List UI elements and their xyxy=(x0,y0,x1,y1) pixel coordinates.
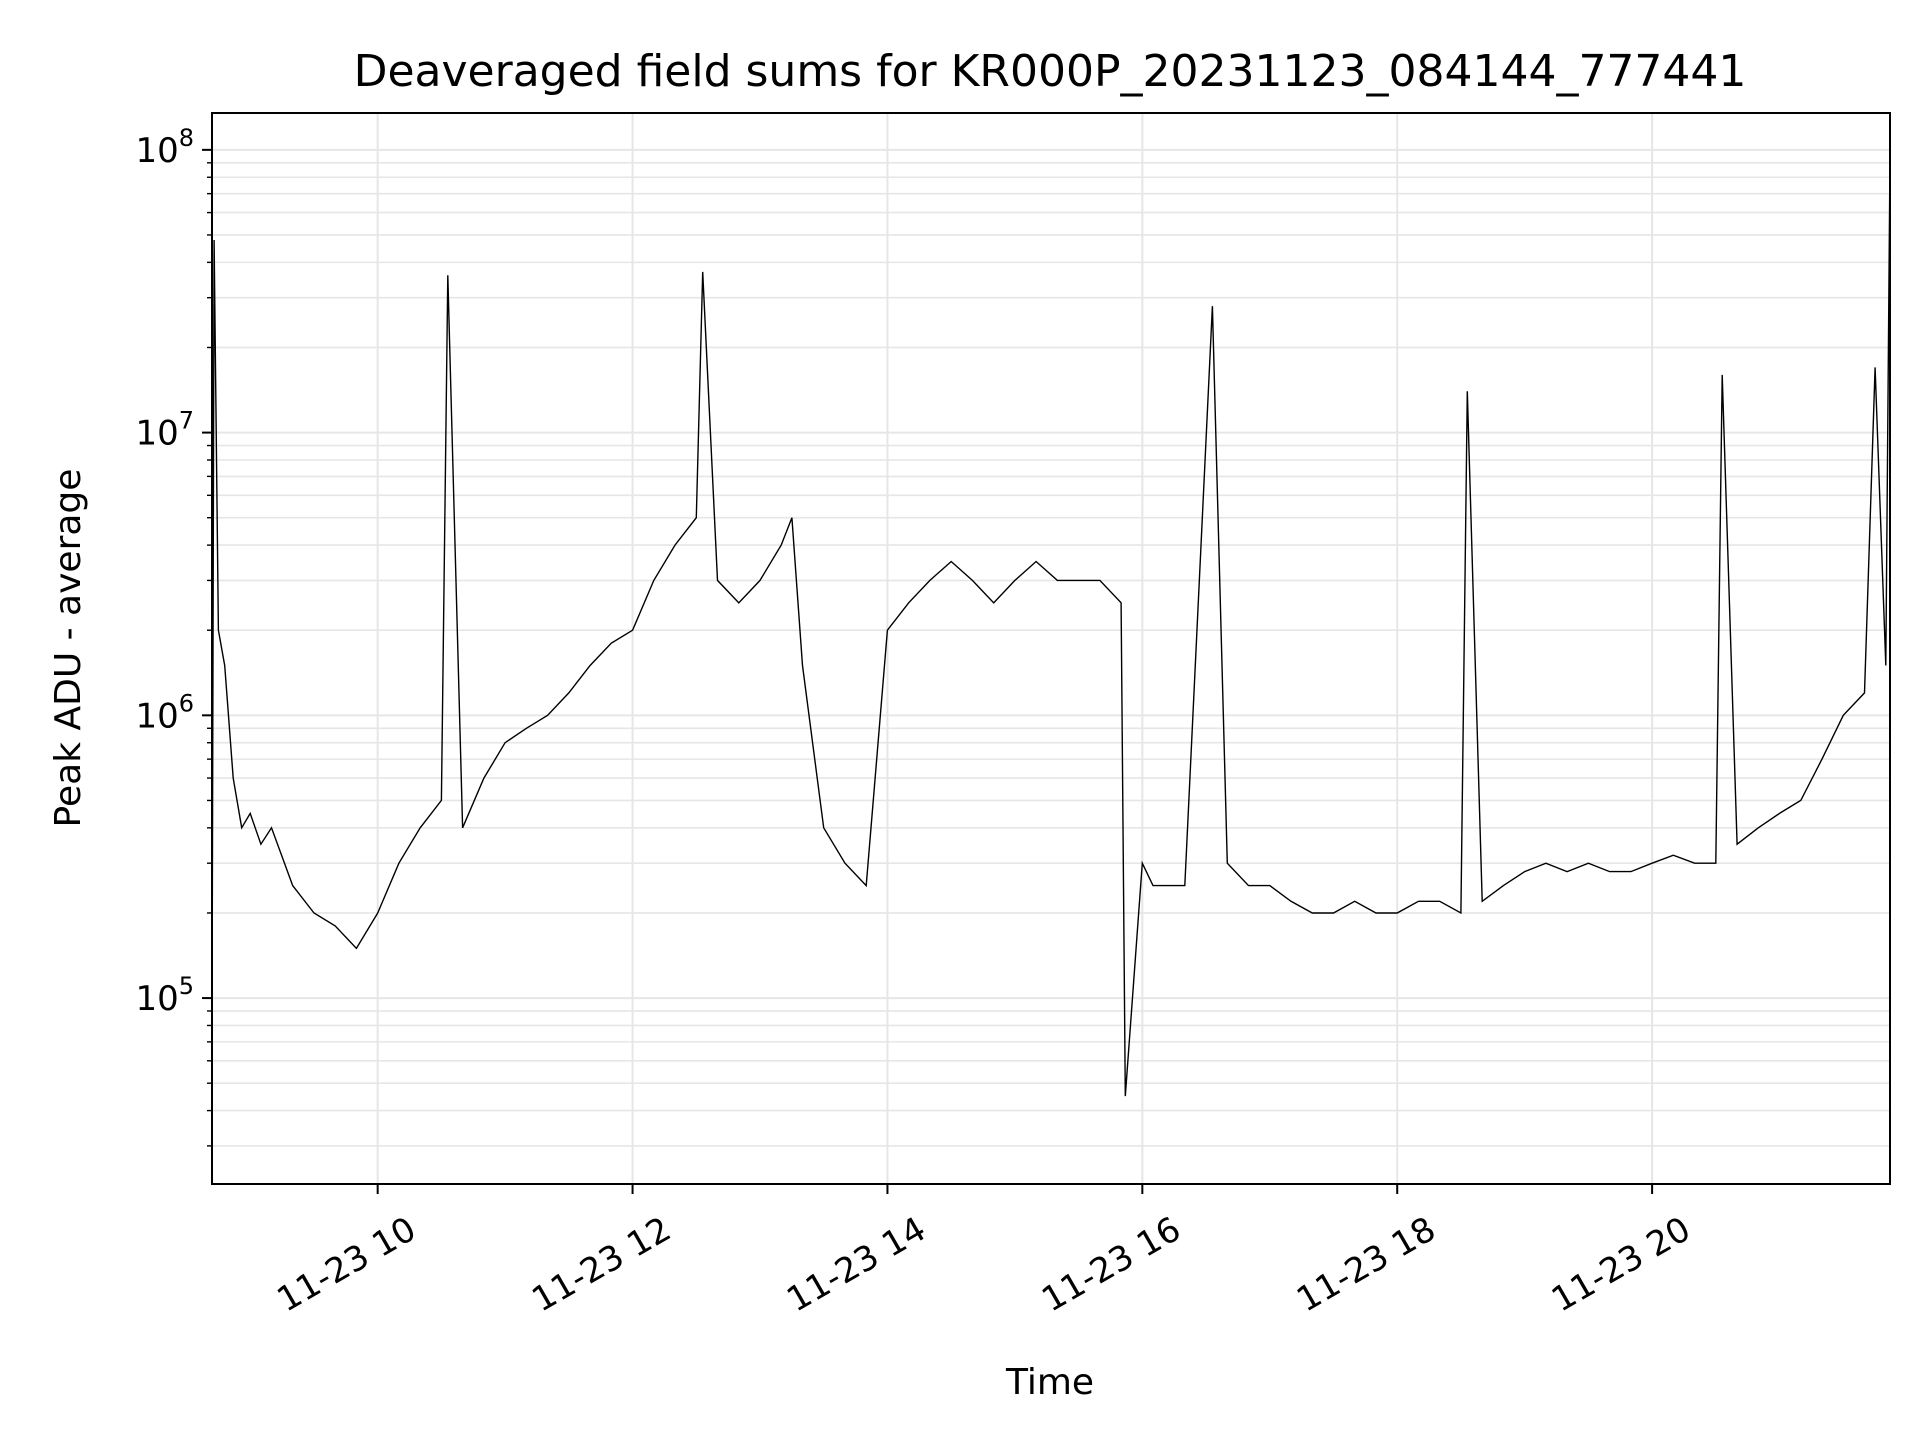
x-axis: 11-23 10 11-23 12 11-23 14 11-23 16 11-23 18… xyxy=(271,1184,1697,1320)
y-tick-label: 108 xyxy=(135,124,194,171)
plot-frame xyxy=(211,112,1891,1185)
y-tick-base: 10 xyxy=(135,696,178,736)
chart-title: Deaveraged field sums for KR000P_2023112… xyxy=(354,46,1747,97)
y-tick-exponent: 5 xyxy=(179,972,194,1000)
y-tick-label: 106 xyxy=(135,689,194,736)
x-tick-label: 11-23 14 xyxy=(780,1209,932,1320)
y-tick-base: 10 xyxy=(135,414,178,454)
series-line xyxy=(211,156,1891,1097)
x-tick-label: 11-23 18 xyxy=(1290,1209,1442,1320)
x-tick-label: 11-23 10 xyxy=(271,1209,423,1320)
y-tick-label: 105 xyxy=(135,972,194,1019)
y-tick-exponent: 8 xyxy=(179,124,194,152)
y-tick-base: 10 xyxy=(135,979,178,1019)
grid xyxy=(212,113,1890,1184)
y-tick-base: 10 xyxy=(135,131,178,171)
y-tick-exponent: 6 xyxy=(179,689,194,717)
y-axis-label: Peak ADU - average xyxy=(48,469,89,828)
y-tick-label: 107 xyxy=(135,407,194,454)
x-tick-label: 11-23 20 xyxy=(1545,1209,1697,1320)
x-tick-label: 11-23 12 xyxy=(525,1209,677,1320)
y-tick-exponent: 7 xyxy=(179,407,194,435)
plot-area xyxy=(211,156,1891,1097)
x-tick-label: 11-23 16 xyxy=(1035,1209,1187,1320)
x-axis-label: Time xyxy=(1005,1362,1094,1403)
